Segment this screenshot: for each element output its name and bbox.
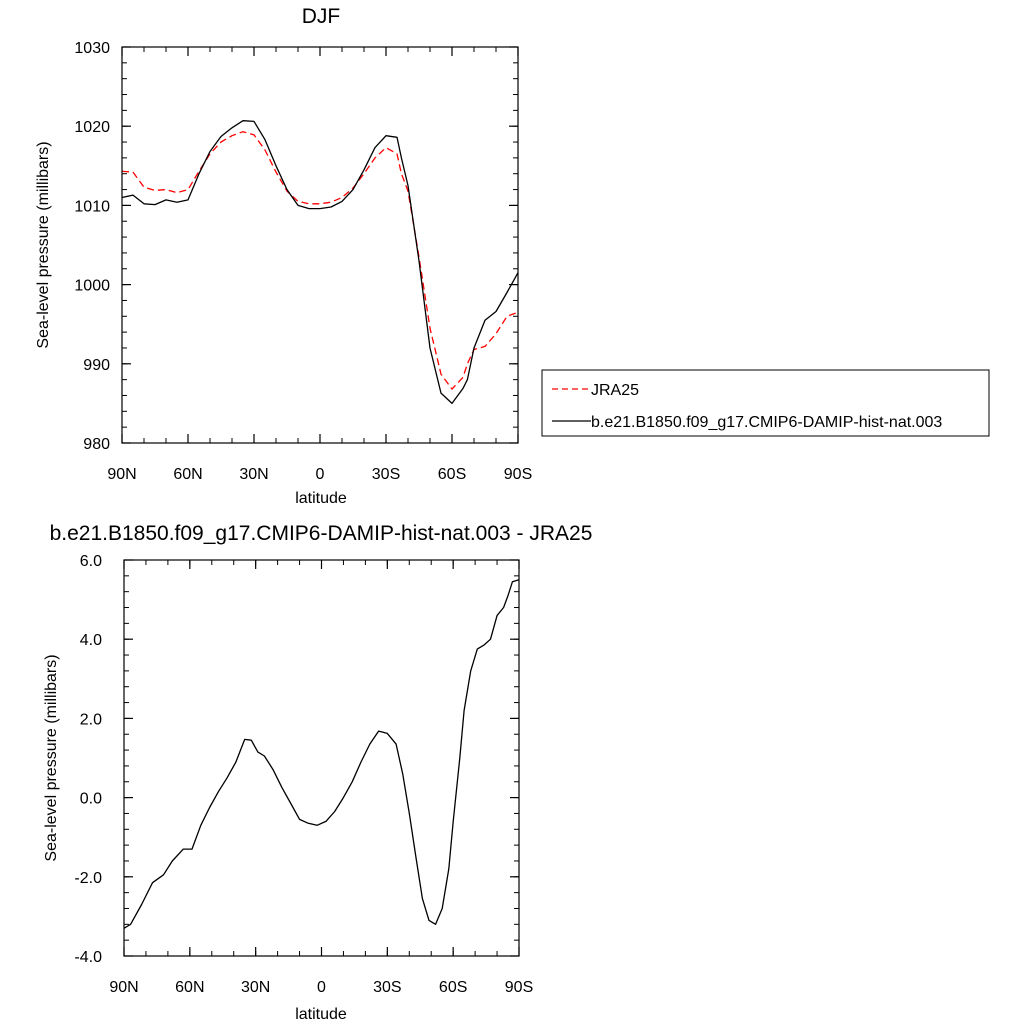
x-tick-label: 30S (372, 466, 400, 483)
panel-djf: DJF 980 990 1000 1010 1020 1030 90N 60N 30N 0 30S… (35, 5, 532, 507)
series-lines (121, 120, 519, 405)
x-tick-label: 90N (107, 466, 136, 483)
x-tick-label: 90S (505, 979, 533, 996)
series-line-model (121, 120, 519, 405)
legend-label-model: b.e21.B1850.f09_g17.CMIP6-DAMIP-hist-nat… (591, 414, 942, 431)
legend-label-jra25: JRA25 (591, 382, 639, 399)
y-tick-label: -2.0 (74, 870, 102, 887)
y-tick-label: 1020 (74, 119, 110, 136)
panel-difference: b.e21.B1850.f09_g17.CMIP6-DAMIP-hist-nat… (43, 522, 592, 1023)
x-tick-label: 0 (317, 979, 326, 996)
x-tick-label: 60N (173, 466, 202, 483)
x-tick-label: 0 (316, 466, 325, 483)
x-tick-labels: 90N 60N 30N 0 30S 60S 90S (109, 560, 533, 996)
x-tick-label: 30N (241, 979, 270, 996)
x-axis-label: latitude (295, 490, 347, 507)
x-tick-label: 60S (438, 466, 466, 483)
y-tick-label: 0.0 (80, 791, 102, 808)
y-axis-label: Sea-level pressure (millibars) (35, 141, 52, 348)
y-tick-label: 1000 (74, 278, 110, 295)
chart-title: DJF (302, 5, 341, 28)
x-tick-labels: 90N 60N 30N 0 30S 60S 90S (107, 47, 532, 483)
y-axis-label: Sea-level pressure (millibars) (43, 654, 60, 861)
y-tick-label: 2.0 (80, 711, 102, 728)
y-tick-label: 980 (83, 436, 110, 453)
y-tick-label: 6.0 (80, 553, 102, 570)
legend-box (541, 369, 990, 437)
y-tick-label: 990 (83, 357, 110, 374)
x-tick-label: 60S (439, 979, 467, 996)
y-tick-labels: 980 990 1000 1010 1020 1030 (74, 40, 518, 453)
x-tick-label: 90N (109, 979, 138, 996)
series-lines (123, 579, 520, 929)
series-line-model (123, 579, 520, 929)
x-tick-label: 30N (239, 466, 268, 483)
y-tick-label: 1010 (74, 198, 110, 215)
series-line-jra25 (121, 131, 519, 390)
x-axis-label: latitude (295, 1006, 347, 1023)
x-tick-label: 90S (504, 466, 532, 483)
chart-title: b.e21.B1850.f09_g17.CMIP6-DAMIP-hist-nat… (50, 522, 593, 545)
plot-frame (121, 46, 519, 444)
y-tick-label: 4.0 (80, 632, 102, 649)
minor-ticks (121, 46, 519, 444)
y-tick-label: -4.0 (74, 949, 102, 966)
x-tick-label: 30S (373, 979, 401, 996)
y-tick-label: 1030 (74, 40, 110, 57)
legend: JRA25 b.e21.B1850.f09_g17.CMIP6-DAMIP-hi… (541, 369, 990, 437)
plot-frame (123, 559, 520, 957)
x-tick-label: 60N (175, 979, 204, 996)
